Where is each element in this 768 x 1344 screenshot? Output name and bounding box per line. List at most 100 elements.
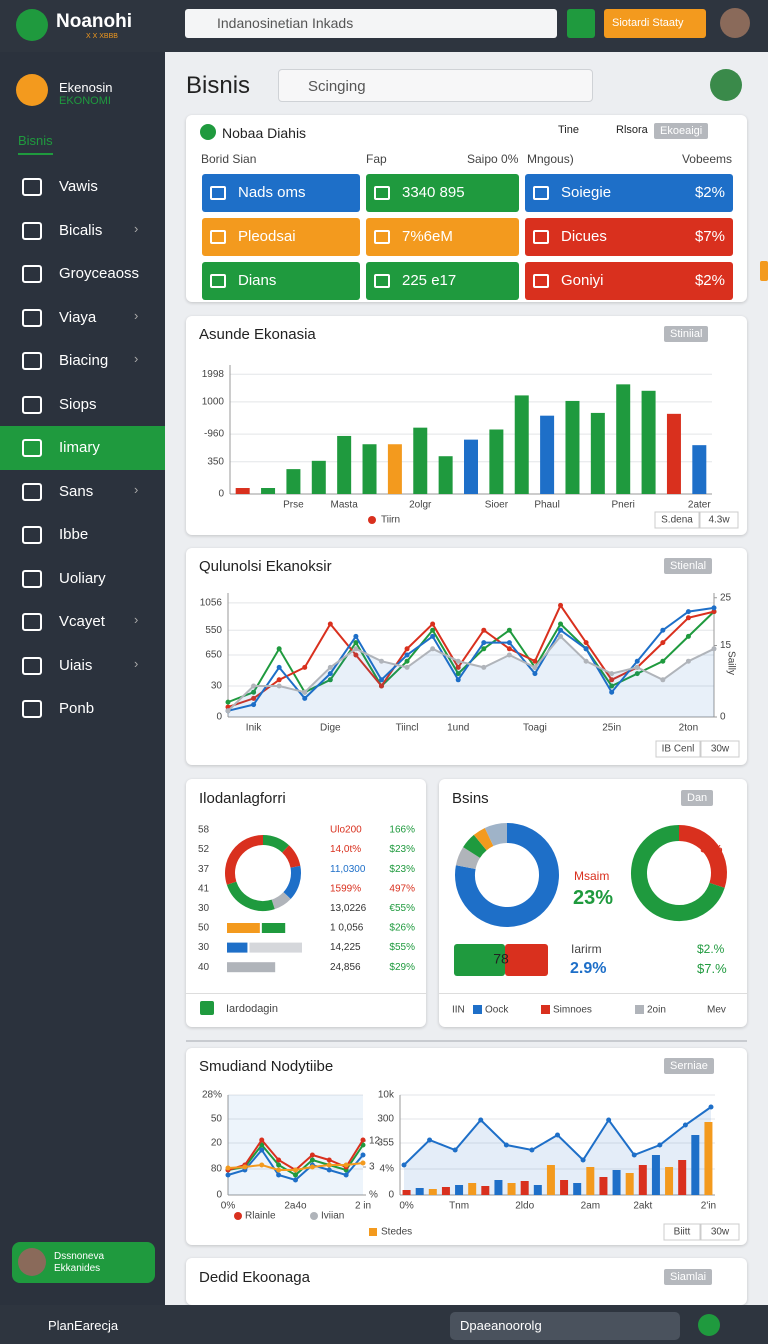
bar xyxy=(464,439,478,494)
toggle[interactable]: Tine xyxy=(558,124,579,136)
bottom-button[interactable] xyxy=(698,1314,720,1336)
nav-item[interactable]: Uoliary xyxy=(0,557,165,601)
footer-box[interactable] xyxy=(699,511,739,529)
row-percent: 497% xyxy=(389,883,415,894)
card-button[interactable]: Serniae xyxy=(664,1058,714,1074)
line xyxy=(227,603,715,709)
point xyxy=(455,664,461,670)
stat-tile[interactable]: 7%6eM xyxy=(366,218,519,256)
point xyxy=(685,615,691,621)
point xyxy=(631,1152,637,1158)
footer-box[interactable] xyxy=(700,1223,740,1241)
bar xyxy=(286,469,301,494)
card-button[interactable]: Stiniial xyxy=(664,326,709,342)
y-tick-label: 1056 xyxy=(200,598,223,609)
nav-item[interactable]: Viaya › xyxy=(0,296,165,340)
card-button[interactable]: Stienlal xyxy=(664,558,713,574)
bar xyxy=(362,444,377,494)
bar-card: Asunde Ekonasia Stiniial 0 350 -960 1000 199… xyxy=(186,316,747,535)
card-button[interactable]: Siamlai xyxy=(664,1269,713,1285)
point xyxy=(276,677,282,683)
bottom-label[interactable]: PlanEarecja xyxy=(48,1318,119,1333)
bottom-field[interactable] xyxy=(450,1312,680,1340)
point xyxy=(251,689,257,695)
footer-box[interactable] xyxy=(655,740,701,758)
page-search-text: Scinging xyxy=(308,78,366,95)
card-title: Bsins xyxy=(452,790,489,807)
nav-item[interactable]: Uiais › xyxy=(0,644,165,688)
page-title: Bisnis xyxy=(186,72,251,99)
chevron: › xyxy=(134,612,139,627)
legend-label: Tiirn xyxy=(381,515,400,526)
side-value: 2.9% xyxy=(570,960,607,977)
footer-box[interactable] xyxy=(654,511,700,529)
stat-tile[interactable]: Nads oms xyxy=(202,174,360,212)
row-percent: $26% xyxy=(389,923,415,934)
row-value: 1599% xyxy=(330,883,361,894)
point xyxy=(251,695,257,701)
point xyxy=(430,646,436,652)
nav-label: Uoliary xyxy=(59,569,106,587)
side-tab[interactable] xyxy=(760,261,768,281)
point xyxy=(326,1157,332,1163)
nav-item[interactable]: Biacing › xyxy=(0,339,165,383)
header-avatar[interactable] xyxy=(710,69,742,101)
user-avatar xyxy=(18,1248,46,1276)
stat-tile[interactable]: Dians xyxy=(202,262,360,300)
avatar[interactable] xyxy=(720,8,750,38)
x-tick-label: 2a4o xyxy=(284,1201,307,1212)
stat-tile[interactable]: Soiegie $2% xyxy=(525,174,733,212)
point xyxy=(506,652,512,658)
tile-icon xyxy=(210,186,226,200)
point xyxy=(259,1142,265,1148)
stat-tile[interactable]: 3340 895 xyxy=(366,174,519,212)
y-tick-label: 15 xyxy=(720,640,732,651)
footer-box[interactable] xyxy=(700,740,740,758)
chart: 58 Ulo200 166% 52 14,0t% $23% 37 11,0300 $23% 41 1… xyxy=(198,825,415,973)
start-button[interactable] xyxy=(604,9,706,38)
toggle[interactable]: Rlsora xyxy=(616,124,648,136)
footer-text[interactable]: Iardodagin xyxy=(226,1003,278,1015)
point xyxy=(276,664,282,670)
nav-item[interactable]: Ponb xyxy=(0,687,165,731)
nav-item[interactable]: Vcayet › xyxy=(0,600,165,644)
nav-item[interactable]: Groyceaoss xyxy=(0,252,165,296)
bar xyxy=(612,1170,621,1195)
y-tick-label: 0 xyxy=(216,1190,222,1201)
tile-value: $2% xyxy=(694,272,725,289)
search-box[interactable] xyxy=(185,9,557,38)
tile-icon xyxy=(374,274,390,288)
footer-box[interactable] xyxy=(663,1223,701,1241)
area xyxy=(228,636,714,717)
stat-tile[interactable]: Pleodsai xyxy=(202,218,360,256)
line xyxy=(227,606,715,712)
point xyxy=(660,677,666,683)
bar xyxy=(590,412,605,494)
legend-label: Mev xyxy=(707,1005,726,1016)
y-tick-label: % xyxy=(369,1190,378,1201)
column-header: Borid Sian xyxy=(201,152,257,166)
stat-tile[interactable]: Goniyi $2% xyxy=(525,262,733,300)
nav-item[interactable]: Sans › xyxy=(0,470,165,514)
row-value: 1 0,056 xyxy=(330,923,364,934)
nav-item[interactable]: Ibbe xyxy=(0,513,165,557)
pie-card: Bsins Dan Msaim 23% Iarirm 2.9% $2.% $7.… xyxy=(439,779,747,1027)
chevron: › xyxy=(134,220,139,236)
page-search[interactable] xyxy=(278,69,593,102)
pie-slice xyxy=(455,823,559,927)
split-bar xyxy=(505,944,548,976)
stat-tile[interactable]: 225 e17 xyxy=(366,262,519,300)
bar xyxy=(494,1180,503,1195)
nav-item[interactable]: Bicalis › xyxy=(0,209,165,253)
card-button[interactable]: Dan xyxy=(681,790,714,806)
y-tick-label: 20 xyxy=(211,1138,223,1149)
bar xyxy=(599,1177,608,1195)
check-button[interactable] xyxy=(567,9,595,38)
section-label[interactable]: Bisnis xyxy=(18,133,53,155)
nav-item[interactable]: Siops xyxy=(0,383,165,427)
nav-item[interactable]: Vawis xyxy=(0,165,165,209)
point xyxy=(555,1132,560,1138)
nav-item[interactable]: Iimary xyxy=(0,426,165,470)
card-button[interactable]: Ekoeaigi xyxy=(654,123,709,139)
stat-tile[interactable]: Dicues $7% xyxy=(525,218,733,256)
